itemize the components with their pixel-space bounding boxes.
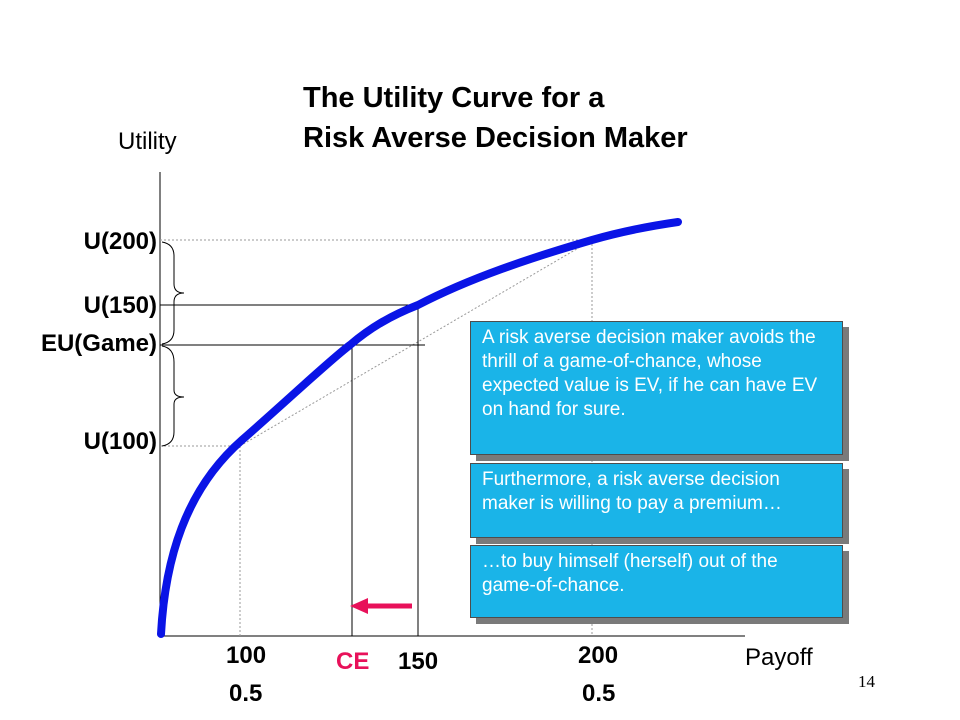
ce-arrow-head	[350, 598, 368, 614]
utility-curve	[157, 218, 682, 638]
u100-label: U(100)	[83, 428, 157, 455]
page-number: 14	[858, 672, 875, 691]
title-line-2: Risk Averse Decision Maker	[303, 122, 688, 154]
x200-label: 200	[578, 642, 619, 669]
u200-label: U(200)	[83, 228, 157, 255]
title-line-1: The Utility Curve for a	[303, 82, 605, 114]
u150-label: U(150)	[83, 292, 157, 319]
callout-risk-averse-avoids: A risk averse decision maker avoids the …	[470, 321, 843, 455]
eu-game-label: EU(Game)	[40, 330, 157, 357]
upper-brace	[161, 241, 185, 345]
y-axis-label: Utility	[118, 128, 177, 155]
x100-probability: 0.5	[229, 680, 263, 707]
x200-probability: 0.5	[582, 680, 616, 707]
ce-label: CE	[336, 648, 370, 675]
slide-title: The Utility Curve for a Risk Averse Deci…	[303, 78, 688, 158]
lower-brace	[161, 345, 185, 447]
callout-buy-out-of-game: …to buy himself (herself) out of the gam…	[470, 545, 843, 618]
x-axis-label: Payoff	[745, 644, 813, 671]
callout-willing-to-pay-premium: Furthermore, a risk averse decision make…	[470, 463, 843, 538]
x100-label: 100	[226, 642, 267, 669]
x150-label: 150	[398, 648, 439, 675]
